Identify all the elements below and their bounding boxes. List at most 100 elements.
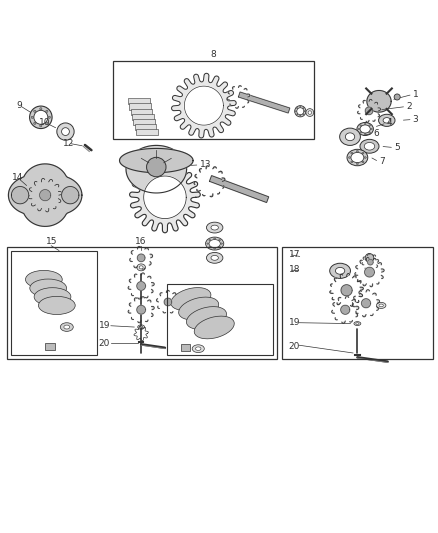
- Ellipse shape: [303, 108, 304, 109]
- Ellipse shape: [34, 288, 71, 306]
- Bar: [167, 284, 273, 355]
- Polygon shape: [120, 149, 193, 173]
- Text: 19: 19: [289, 318, 300, 327]
- Ellipse shape: [308, 111, 311, 114]
- Ellipse shape: [339, 128, 360, 146]
- Ellipse shape: [349, 157, 350, 158]
- Polygon shape: [164, 298, 172, 306]
- Ellipse shape: [40, 125, 42, 127]
- Ellipse shape: [369, 132, 371, 133]
- FancyBboxPatch shape: [132, 114, 154, 120]
- Polygon shape: [126, 146, 187, 193]
- Ellipse shape: [194, 316, 234, 339]
- Bar: [113, 61, 314, 139]
- Ellipse shape: [34, 110, 36, 112]
- Text: 9: 9: [16, 101, 22, 110]
- Ellipse shape: [364, 157, 366, 158]
- Ellipse shape: [205, 237, 224, 250]
- Text: 5: 5: [394, 143, 400, 152]
- Ellipse shape: [394, 94, 400, 100]
- Bar: [45, 343, 55, 350]
- Ellipse shape: [300, 107, 301, 108]
- Ellipse shape: [330, 263, 350, 278]
- Ellipse shape: [62, 128, 69, 135]
- Polygon shape: [209, 176, 268, 203]
- Ellipse shape: [209, 239, 211, 241]
- Polygon shape: [130, 163, 200, 233]
- Ellipse shape: [297, 108, 298, 109]
- FancyBboxPatch shape: [134, 124, 156, 130]
- Ellipse shape: [365, 254, 374, 262]
- Polygon shape: [62, 187, 79, 204]
- Polygon shape: [184, 86, 223, 125]
- Ellipse shape: [192, 345, 204, 352]
- Ellipse shape: [48, 116, 50, 118]
- Ellipse shape: [60, 322, 73, 332]
- Ellipse shape: [139, 266, 143, 269]
- FancyBboxPatch shape: [136, 130, 158, 135]
- Ellipse shape: [296, 111, 297, 112]
- Ellipse shape: [25, 270, 62, 288]
- Ellipse shape: [297, 108, 304, 115]
- Polygon shape: [144, 176, 186, 219]
- Ellipse shape: [297, 114, 298, 115]
- Ellipse shape: [357, 150, 358, 152]
- Ellipse shape: [138, 325, 145, 329]
- Bar: [282, 247, 433, 359]
- Ellipse shape: [379, 304, 383, 307]
- Ellipse shape: [303, 114, 304, 115]
- Ellipse shape: [214, 248, 215, 249]
- Polygon shape: [367, 260, 373, 265]
- Ellipse shape: [354, 321, 361, 326]
- Ellipse shape: [383, 118, 391, 123]
- Ellipse shape: [360, 125, 362, 126]
- Ellipse shape: [376, 302, 386, 309]
- Ellipse shape: [345, 133, 355, 141]
- Text: 15: 15: [46, 237, 57, 246]
- Ellipse shape: [219, 246, 220, 248]
- Polygon shape: [137, 305, 145, 314]
- Ellipse shape: [209, 246, 211, 248]
- Ellipse shape: [187, 306, 226, 329]
- Polygon shape: [361, 299, 371, 308]
- Ellipse shape: [364, 133, 366, 134]
- Ellipse shape: [304, 111, 305, 112]
- Ellipse shape: [34, 122, 36, 125]
- Ellipse shape: [300, 115, 301, 116]
- Ellipse shape: [351, 152, 353, 154]
- Ellipse shape: [207, 243, 208, 244]
- Polygon shape: [365, 107, 373, 115]
- Text: 17: 17: [289, 250, 300, 259]
- Ellipse shape: [351, 152, 364, 163]
- Ellipse shape: [57, 123, 74, 140]
- Bar: [7, 247, 277, 359]
- Text: 20: 20: [289, 342, 300, 351]
- Text: 4: 4: [387, 118, 392, 127]
- Polygon shape: [172, 74, 236, 138]
- Ellipse shape: [347, 149, 368, 166]
- Text: 18: 18: [289, 265, 300, 274]
- Ellipse shape: [34, 110, 48, 124]
- Ellipse shape: [364, 142, 375, 150]
- Ellipse shape: [351, 161, 353, 163]
- Text: 13: 13: [200, 160, 211, 169]
- Ellipse shape: [219, 239, 220, 241]
- Bar: [11, 252, 97, 355]
- Text: 7: 7: [379, 157, 385, 166]
- Ellipse shape: [46, 122, 48, 125]
- FancyBboxPatch shape: [130, 103, 151, 109]
- FancyBboxPatch shape: [134, 119, 155, 125]
- Polygon shape: [8, 164, 82, 227]
- Ellipse shape: [357, 123, 373, 135]
- Ellipse shape: [362, 152, 364, 154]
- Ellipse shape: [356, 322, 359, 325]
- FancyBboxPatch shape: [131, 109, 152, 115]
- Ellipse shape: [295, 106, 306, 117]
- Text: 2: 2: [406, 102, 412, 111]
- Ellipse shape: [364, 124, 366, 125]
- Text: 19: 19: [99, 321, 110, 330]
- FancyBboxPatch shape: [128, 98, 150, 104]
- Text: 8: 8: [211, 50, 216, 59]
- Ellipse shape: [206, 253, 223, 263]
- Ellipse shape: [46, 110, 48, 112]
